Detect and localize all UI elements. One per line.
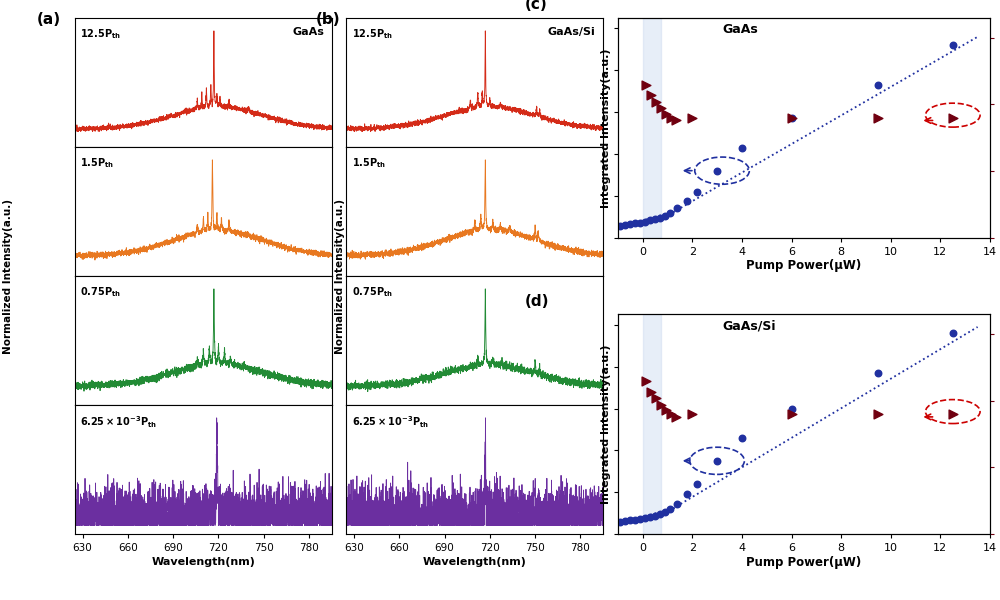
Bar: [643, 314, 661, 534]
Y-axis label: Integrated Intensity(a.u.): Integrated Intensity(a.u.): [601, 344, 611, 504]
Text: Normalized Intensity(a.u.): Normalized Intensity(a.u.): [335, 199, 345, 353]
Point: [638, 376, 654, 386]
Point: [669, 203, 685, 213]
Point: [638, 80, 654, 89]
Text: Normalized Intensity(a.u.): Normalized Intensity(a.u.): [3, 199, 13, 353]
X-axis label: Wavelength(nm): Wavelength(nm): [423, 557, 527, 567]
Text: $\mathbf{6.25\times10^{-3}P_{th}}$: $\mathbf{6.25\times10^{-3}P_{th}}$: [352, 414, 429, 430]
Point: [669, 499, 685, 508]
Text: (d): (d): [525, 293, 549, 308]
Text: (c): (c): [525, 0, 548, 12]
Point: [784, 113, 800, 123]
Point: [637, 514, 653, 523]
Text: $\mathbf{12.5P_{th}}$: $\mathbf{12.5P_{th}}$: [352, 27, 392, 41]
Point: [662, 208, 678, 218]
Point: [627, 515, 643, 524]
X-axis label: Wavelength(nm): Wavelength(nm): [151, 557, 255, 567]
Point: [709, 166, 725, 175]
Point: [647, 511, 663, 520]
Point: [784, 409, 800, 419]
Point: [663, 409, 679, 419]
Point: [652, 213, 668, 223]
Point: [689, 479, 705, 488]
Point: [643, 91, 659, 100]
Point: [657, 211, 673, 220]
Text: GaAs/Si: GaAs/Si: [548, 27, 595, 37]
Point: [637, 217, 653, 226]
Point: [734, 433, 750, 443]
Text: GaAs/Si: GaAs/Si: [722, 320, 776, 333]
Text: $\mathbf{6.25\times10^{-3}P_{th}}$: $\mathbf{6.25\times10^{-3}P_{th}}$: [80, 414, 157, 430]
Point: [647, 214, 663, 224]
Point: [658, 406, 674, 415]
Point: [784, 113, 800, 122]
Point: [657, 507, 673, 517]
Text: (a): (a): [37, 11, 61, 26]
Text: $\mathbf{0.75P_{th}}$: $\mathbf{0.75P_{th}}$: [352, 285, 392, 299]
Point: [945, 113, 961, 122]
Bar: [643, 18, 661, 238]
Point: [663, 113, 679, 122]
Point: [648, 394, 664, 403]
Text: GaAs: GaAs: [292, 27, 324, 37]
Point: [668, 116, 684, 125]
Point: [627, 218, 643, 228]
Point: [945, 409, 961, 419]
Point: [643, 387, 659, 397]
Text: GaAs: GaAs: [722, 23, 758, 37]
Point: [622, 219, 638, 229]
Point: [684, 113, 700, 122]
Point: [945, 328, 961, 338]
Text: $\mathbf{1.5P_{th}}$: $\mathbf{1.5P_{th}}$: [80, 156, 114, 170]
Point: [617, 517, 633, 526]
Point: [689, 187, 705, 196]
Point: [612, 221, 628, 231]
Point: [734, 143, 750, 152]
Point: [612, 518, 628, 527]
Y-axis label: Integrated Intensity(a.u.): Integrated Intensity(a.u.): [601, 48, 611, 208]
Text: $\mathbf{0.75P_{th}}$: $\mathbf{0.75P_{th}}$: [80, 285, 121, 299]
Point: [648, 97, 664, 107]
Point: [679, 196, 695, 206]
Point: [662, 505, 678, 514]
Text: $\mathbf{1.5P_{th}}$: $\mathbf{1.5P_{th}}$: [352, 156, 386, 170]
Point: [642, 512, 658, 521]
Point: [642, 215, 658, 225]
Point: [653, 104, 669, 113]
Point: [709, 456, 725, 466]
Point: [679, 490, 695, 499]
Point: [668, 412, 684, 422]
Text: $\mathbf{12.5P_{th}}$: $\mathbf{12.5P_{th}}$: [80, 27, 121, 41]
Point: [658, 109, 674, 119]
Point: [945, 40, 961, 50]
Point: [622, 515, 638, 525]
Point: [632, 218, 648, 227]
Point: [784, 404, 800, 413]
Point: [632, 514, 648, 524]
Point: [684, 409, 700, 419]
X-axis label: Pump Power(μW): Pump Power(μW): [746, 556, 862, 569]
Point: [653, 400, 669, 410]
Point: [652, 509, 668, 519]
Point: [617, 220, 633, 230]
Point: [870, 409, 886, 419]
X-axis label: Pump Power(μW): Pump Power(μW): [746, 259, 862, 272]
Point: [870, 368, 886, 378]
Text: (b): (b): [316, 11, 340, 26]
Point: [870, 113, 886, 122]
Point: [870, 80, 886, 90]
